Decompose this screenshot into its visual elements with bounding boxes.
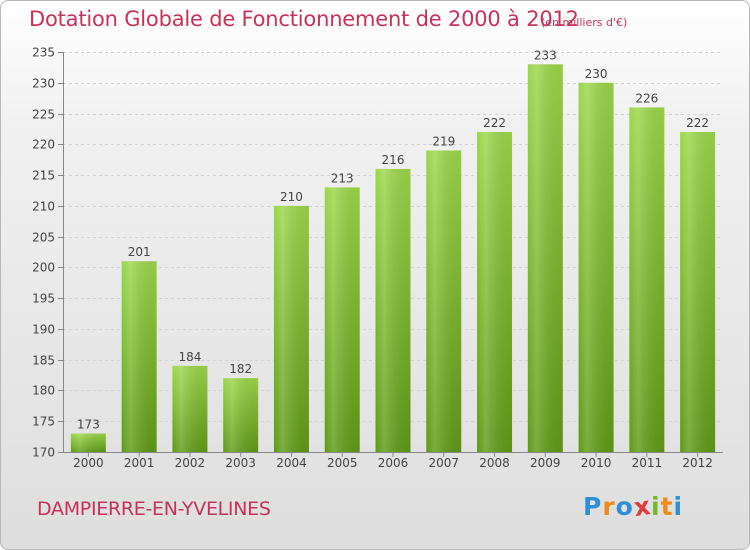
y-tick-label: 225	[32, 108, 55, 122]
data-label: 213	[331, 171, 354, 185]
proxiti-logo: Proxiti	[583, 490, 684, 523]
chart-units: (en milliers d'€)	[541, 16, 628, 29]
logo-letter: t	[660, 492, 674, 521]
data-label: 182	[229, 362, 252, 376]
y-tick-label: 190	[32, 323, 55, 337]
bar-shine	[629, 107, 665, 452]
bar-shine	[273, 205, 309, 452]
bars: 173 201 184 182 210 213 216 219 222 233 230 226 222	[70, 48, 716, 453]
bar-shine	[375, 168, 411, 452]
logo-letter: i	[673, 492, 684, 521]
x-tick-label: 2004	[276, 456, 307, 470]
data-label: 210	[280, 190, 303, 204]
y-tick-label: 180	[32, 384, 55, 398]
y-tick-label: 185	[32, 354, 55, 368]
y-tick-label: 175	[32, 415, 55, 429]
y-tick-label: 230	[32, 77, 55, 91]
logo-letter: r	[602, 492, 616, 521]
bar-shine	[121, 261, 157, 452]
bar-shine	[477, 132, 513, 452]
data-label: 184	[178, 350, 201, 364]
y-tick-label: 220	[32, 138, 55, 152]
data-label: 216	[382, 153, 405, 167]
data-label: 230	[585, 67, 608, 81]
x-tick-label: 2003	[225, 456, 256, 470]
bar-shine	[527, 64, 563, 453]
bar-shine	[680, 132, 716, 452]
x-tick-label: 2010	[581, 456, 612, 470]
x-tick-label: 2008	[479, 456, 510, 470]
y-tick-label: 215	[32, 169, 55, 183]
y-tick-label: 195	[32, 292, 55, 306]
bar-shine	[426, 150, 462, 452]
y-tick-label: 205	[32, 231, 55, 245]
y-tick-label: 210	[32, 200, 55, 214]
x-tick-label: 2001	[124, 456, 155, 470]
x-tick-label: 2005	[327, 456, 358, 470]
y-tick-label: 170	[32, 446, 55, 460]
axes: 170 175 180 185 190 195 200 205 210 215 220 225 230 2…	[32, 46, 723, 470]
x-tick-label: 2002	[175, 456, 206, 470]
commune-name: DAMPIERRE-EN-YVELINES	[37, 498, 271, 520]
data-label: 233	[534, 48, 557, 62]
x-tick-label: 2009	[530, 456, 561, 470]
bar-shine	[578, 82, 614, 453]
data-label: 226	[635, 91, 658, 105]
data-label: 219	[432, 134, 455, 148]
logo-letter: x	[631, 490, 653, 523]
x-tick-label: 2007	[428, 456, 459, 470]
x-tick-label: 2006	[378, 456, 409, 470]
logo-letter: i	[651, 492, 661, 521]
data-label: 222	[483, 116, 506, 130]
logo-letter: o	[615, 492, 634, 521]
y-tick-label: 200	[32, 261, 55, 275]
bar-shine	[324, 187, 360, 452]
chart-title: Dotation Globale de Fonctionnement de 20…	[29, 7, 579, 31]
bar-shine	[70, 433, 106, 452]
x-tick-label: 2000	[73, 456, 104, 470]
data-label: 173	[77, 418, 100, 432]
bar-shine	[223, 378, 259, 452]
data-label: 222	[686, 116, 709, 130]
bar-shine	[172, 365, 208, 452]
x-tick-label: 2012	[682, 456, 713, 470]
y-tick-label: 235	[32, 46, 55, 60]
logo-letter: P	[583, 492, 603, 521]
data-label: 201	[128, 245, 151, 259]
x-tick-label: 2011	[632, 456, 663, 470]
